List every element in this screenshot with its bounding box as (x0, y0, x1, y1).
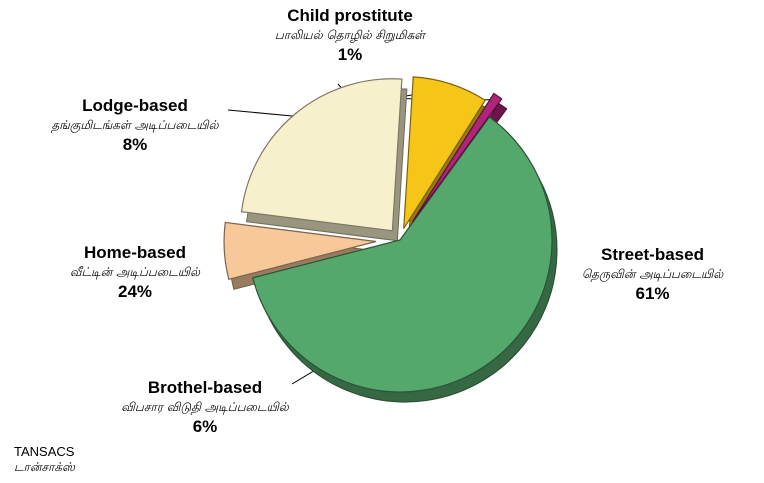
label-child-prostitute: Child prostitute பாலியல் தொழில் சிறுமிகள… (200, 6, 500, 65)
label-brothel-based-tamil: விபசார விடுதி அடிப்படையில் (121, 400, 289, 415)
label-lodge-based-value: 8% (122, 134, 148, 154)
slice-home-based (240, 78, 403, 232)
slice-lodge-based (403, 76, 486, 229)
label-home-based-title: Home-based (83, 243, 187, 262)
label-home-based-tamil: வீட்டின் அடிப்படையில் (70, 265, 200, 280)
label-child-prostitute-title: Child prostitute (287, 6, 413, 25)
label-home-based-value: 24% (117, 281, 153, 301)
source-name-tamil: டான்சாக்ஸ் (14, 460, 75, 474)
label-brothel-based-value: 6% (192, 416, 218, 436)
slice-child-prostitute (411, 92, 503, 223)
label-brothel-based: Brothel-based விபசார விடுதி அடிப்படையில்… (60, 378, 350, 437)
label-child-prostitute-value: 1% (337, 44, 363, 64)
label-lodge-based-tamil: தங்குமிடங்கள் அடிப்படையில் (51, 118, 219, 133)
pie-slices (223, 76, 558, 403)
source-credit: TANSACS டான்சாக்ஸ் (14, 444, 75, 476)
label-street-based-title: Street-based (601, 245, 704, 264)
label-street-based-tamil: தெருவின் அடிப்படையில் (581, 267, 724, 282)
label-street-based: Street-based தெருவின் அடிப்படையில் 61% (545, 245, 760, 304)
label-street-based-value: 61% (635, 283, 670, 303)
slice-street-based (252, 116, 553, 393)
slice-brothel-based (223, 221, 377, 281)
label-child-prostitute-tamil: பாலியல் தொழில் சிறுமிகள் (274, 28, 426, 43)
label-home-based: Home-based வீட்டின் அடிப்படையில் 24% (10, 243, 260, 302)
label-brothel-based-title: Brothel-based (147, 378, 263, 397)
label-lodge-based-title: Lodge-based (82, 96, 188, 115)
label-lodge-based: Lodge-based தங்குமிடங்கள் அடிப்படையில் 8… (0, 96, 270, 155)
source-name: TANSACS (14, 444, 75, 459)
